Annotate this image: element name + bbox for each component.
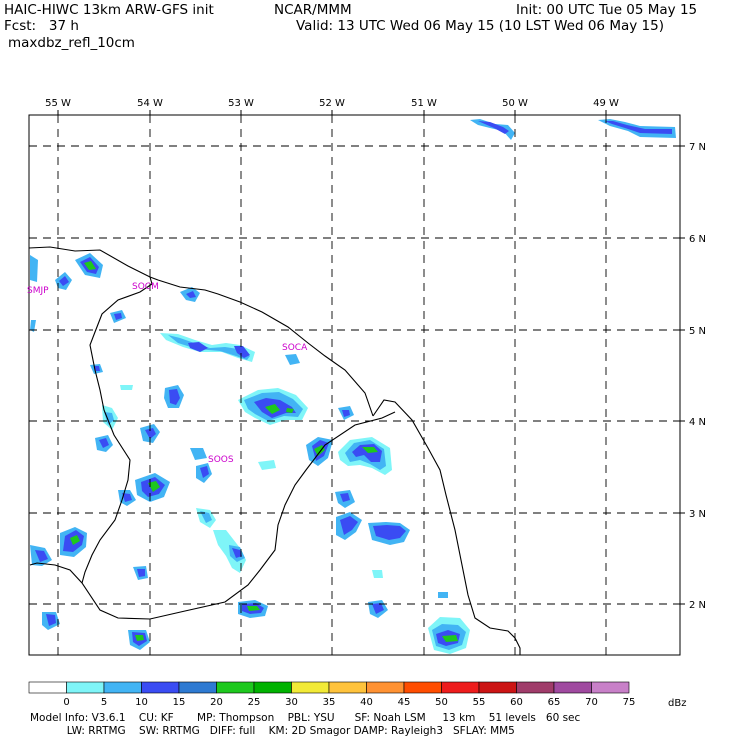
colorbar-swatch	[591, 681, 630, 694]
lat-label-2n: 2 N	[689, 600, 706, 611]
lat-label-5n: 5 N	[689, 326, 706, 337]
lon-label-50w: 50 W	[502, 98, 528, 109]
lat-label-3n: 3 N	[689, 509, 706, 520]
station-label-smjp: SMJP	[27, 286, 49, 296]
grid-lines	[29, 115, 680, 655]
colorbar-tick-label: 65	[548, 697, 561, 708]
colorbar-swatch	[366, 681, 405, 694]
colorbar-swatch	[28, 681, 67, 694]
colorbar-tick-label: 30	[285, 697, 298, 708]
station-label-soca: SOCA	[282, 343, 308, 353]
lat-label-7n: 7 N	[689, 142, 706, 153]
lon-label-49w: 49 W	[593, 98, 619, 109]
lat-label-4n: 4 N	[689, 417, 706, 428]
station-label-soos: SOOS	[208, 455, 234, 465]
colorbar-tick-label: 70	[585, 697, 598, 708]
lat-label-6n: 6 N	[689, 234, 706, 245]
colorbar-tick-label: 50	[435, 697, 448, 708]
colorbar-swatch	[253, 681, 292, 694]
institution: NCAR/MMM	[274, 2, 352, 18]
colorbar-tick-label: 55	[473, 697, 486, 708]
colorbar-swatch	[216, 681, 255, 694]
colorbar-swatch	[141, 681, 180, 694]
colorbar-swatch	[441, 681, 480, 694]
colorbar-swatch	[516, 681, 555, 694]
colorbar-tick-label: 0	[63, 697, 69, 708]
lon-label-53w: 53 W	[228, 98, 254, 109]
colorbar-unit: dBz	[668, 698, 686, 709]
reflectivity-field	[30, 119, 676, 654]
colorbar-swatch	[178, 681, 217, 694]
colorbar: 0 5 10 15 20 25 30 35 40 45 50 55 60 65 70 75	[28, 681, 636, 708]
map-frame	[28, 114, 681, 656]
colorbar-swatch	[553, 681, 592, 694]
colorbar-tick-label: 35	[323, 697, 336, 708]
axis-ticks	[57, 110, 685, 605]
init-time: Init: 00 UTC Tue 05 May 15	[516, 2, 698, 18]
colorbar-tick-label: 25	[248, 697, 261, 708]
footer-model-info-line1: Model Info: V3.6.1 CU: KF MP: Thompson P…	[30, 712, 581, 724]
footer-model-info-line2: LW: RRTMG SW: RRTMG DIFF: full KM: 2D Sm…	[30, 725, 515, 737]
colorbar-swatch	[66, 681, 105, 694]
lon-label-52w: 52 W	[319, 98, 345, 109]
lon-label-55w: 55 W	[45, 98, 71, 109]
valid-time: Valid: 13 UTC Wed 06 May 15 (10 LST Wed …	[296, 18, 664, 34]
forecast-hour: Fcst: 37 h	[4, 18, 79, 34]
colorbar-tick-label: 20	[210, 697, 223, 708]
colorbar-swatch	[478, 681, 517, 694]
colorbar-tick-label: 45	[398, 697, 411, 708]
colorbar-tick-label: 15	[173, 697, 186, 708]
coastlines	[28, 246, 521, 655]
field-name: maxdbz_refl_10cm	[8, 35, 135, 51]
colorbar-tick-label: 40	[360, 697, 373, 708]
colorbar-swatch	[403, 681, 442, 694]
colorbar-tick-label: 10	[135, 697, 148, 708]
colorbar-tick-label: 5	[101, 697, 107, 708]
colorbar-swatch	[291, 681, 330, 694]
lon-label-51w: 51 W	[411, 98, 437, 109]
colorbar-swatch	[103, 681, 142, 694]
model-title: HAIC-HIWC 13km ARW-GFS init	[4, 2, 214, 18]
colorbar-tick-label: 60	[510, 697, 523, 708]
colorbar-tick-label: 75	[623, 697, 636, 708]
colorbar-swatch	[328, 681, 367, 694]
station-label-socm: SOCM	[132, 282, 159, 292]
lon-label-54w: 54 W	[137, 98, 163, 109]
